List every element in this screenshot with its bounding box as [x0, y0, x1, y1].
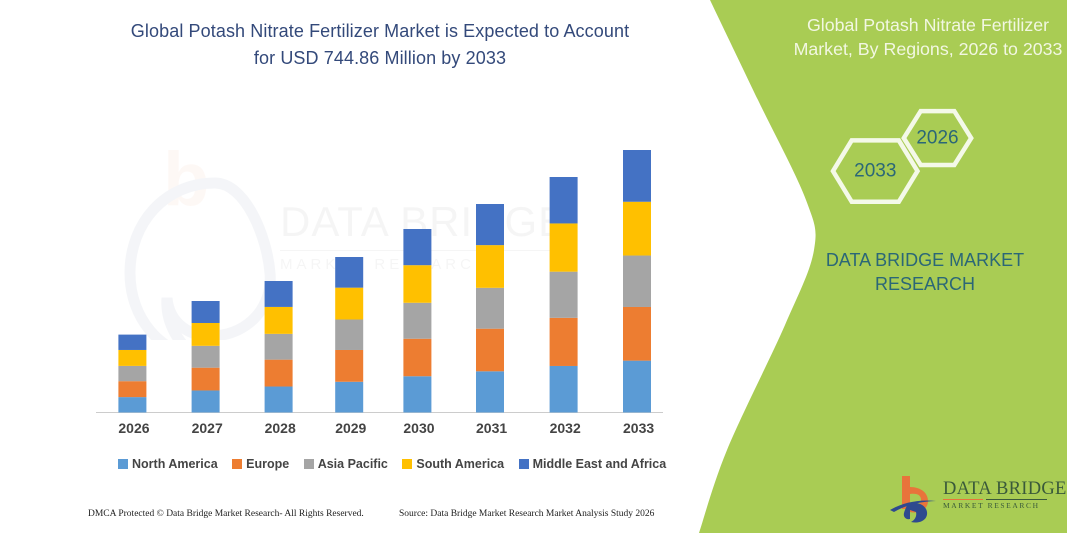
svg-text:2026: 2026 [916, 128, 958, 149]
svg-text:2033: 2033 [854, 161, 896, 182]
